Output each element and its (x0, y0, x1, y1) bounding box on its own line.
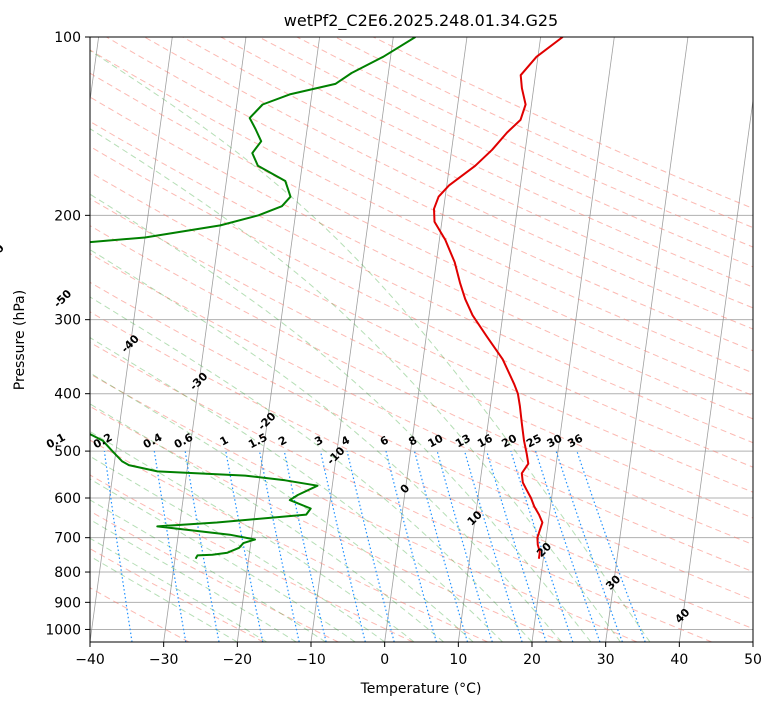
dewpoint-line (90, 37, 416, 560)
mixing-ratio-label: 20 (499, 432, 519, 451)
mixing-ratio-label: 25 (524, 432, 544, 451)
x-tick-label: 30 (597, 652, 615, 668)
dry-adiabat-line (106, 37, 753, 352)
mixing-ratio-label: 30 (545, 432, 565, 451)
x-tick-label: −10 (296, 652, 326, 668)
mixing-ratio-line (258, 450, 300, 642)
dry-adiabat-line (90, 96, 753, 420)
x-tick-label: −20 (223, 652, 253, 668)
x-tick-label: 10 (449, 652, 467, 668)
dry-adiabat-line (90, 72, 753, 397)
profile-lines (90, 37, 564, 560)
dry-adiabat-line (90, 120, 753, 444)
x-tick-label: 50 (744, 652, 762, 668)
x-axis-label: Temperature (°C) (360, 681, 482, 697)
axis-ticks: −40 −30 −20 −10 0 10 20 30 40 50 100 200 300 400 500 60… (45, 30, 762, 668)
mixing-ratio-line (464, 450, 523, 642)
mixing-ratio-label: 36 (565, 432, 585, 451)
x-tick-label: 40 (670, 652, 688, 668)
y-tick-label: 700 (54, 531, 81, 547)
mixing-ratio-line (346, 450, 395, 642)
moist-adiabat-line (90, 249, 562, 642)
mixing-ratio-line (225, 450, 264, 642)
dry-adiabat-line (90, 171, 753, 493)
dry-adiabat-line (90, 225, 753, 546)
y-tick-label: 500 (54, 444, 81, 460)
x-tick-label: 20 (523, 652, 541, 668)
isotherm-line (531, 37, 615, 642)
moist-adiabat-line (90, 455, 385, 642)
dry-adiabat-line (90, 311, 753, 630)
y-tick-label: 400 (54, 387, 81, 403)
moist-adiabat-line (90, 430, 415, 642)
x-tick-label: 0 (380, 652, 389, 668)
isotherm-line (163, 37, 247, 642)
y-tick-label: 200 (54, 208, 81, 224)
mixing-ratio-label: 10 (426, 432, 446, 451)
y-axis-label: Pressure (hPa) (12, 290, 28, 390)
temperature-line (433, 37, 564, 559)
dry-adiabat-line (90, 49, 753, 374)
mixing-ratio-line (510, 450, 574, 642)
x-tick-label: −30 (149, 652, 179, 668)
dry-adiabat-line (90, 341, 712, 642)
mixing-ratio-line (385, 450, 437, 642)
dry-adiabat-line (90, 145, 753, 468)
dry-adiabat-line (90, 281, 753, 601)
mixing-ratio-line (319, 450, 366, 642)
mixing-ratio-label: 16 (475, 432, 495, 451)
moist-adiabat-line (90, 372, 474, 642)
isotherm-line (678, 97, 753, 642)
background-lines (90, 37, 753, 642)
plot-frame (89, 36, 754, 643)
moist-adiabat-line (90, 296, 533, 642)
dry-adiabat-line (182, 37, 753, 309)
moist-adiabat-line (90, 499, 326, 642)
x-tick-label: −40 (75, 652, 105, 668)
isotherm-line (605, 37, 689, 642)
line-labels: 0.10.20.40.611.52346810131620253036-100-… (0, 241, 693, 626)
isotherm-line (90, 37, 173, 642)
isotherm-line (457, 37, 542, 642)
y-tick-label: 600 (54, 491, 81, 507)
mixing-ratio-line (283, 450, 327, 642)
mixing-ratio-line (153, 451, 187, 642)
dry-adiabat-line (220, 37, 753, 288)
y-tick-label: 800 (54, 565, 81, 581)
dry-adiabat-label: -60 (0, 241, 7, 264)
dry-adiabat-line (258, 37, 753, 268)
moist-adiabat-line (90, 193, 592, 642)
moist-adiabat-line (90, 50, 651, 642)
dry-adiabat-line (90, 253, 753, 573)
moist-adiabat-line (90, 128, 621, 642)
y-tick-label: 100 (54, 30, 81, 46)
dry-adiabat-line (334, 37, 753, 229)
mixing-ratio-line (555, 450, 623, 642)
dry-adiabat-line (90, 405, 563, 642)
mixing-ratio-line (535, 450, 601, 642)
mixing-ratio-line (184, 451, 220, 642)
y-tick-label: 300 (54, 313, 81, 329)
isotherm-line (384, 37, 468, 642)
dry-adiabat-line (90, 439, 488, 642)
mixing-ratio-line (413, 450, 469, 642)
chart-title: wetPf2_C2E6.2025.248.01.34.G25 (284, 11, 558, 31)
moist-adiabat-line (90, 478, 356, 642)
mixing-ratio-line (436, 450, 493, 642)
y-tick-label: 1000 (45, 622, 81, 638)
dry-adiabat-line (144, 37, 753, 330)
mixing-ratio-line (576, 450, 646, 642)
mixing-ratio-line (486, 450, 547, 642)
dry-adiabat-line (90, 198, 753, 519)
mixing-ratio-line (103, 451, 133, 642)
moist-adiabat-line (90, 403, 444, 642)
y-tick-label: 900 (54, 595, 81, 611)
mixing-ratio-label: 13 (453, 432, 473, 451)
